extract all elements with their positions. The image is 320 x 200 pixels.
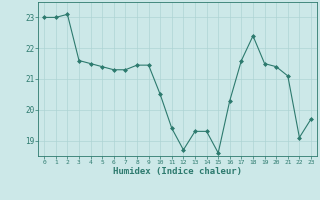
X-axis label: Humidex (Indice chaleur): Humidex (Indice chaleur) [113,167,242,176]
